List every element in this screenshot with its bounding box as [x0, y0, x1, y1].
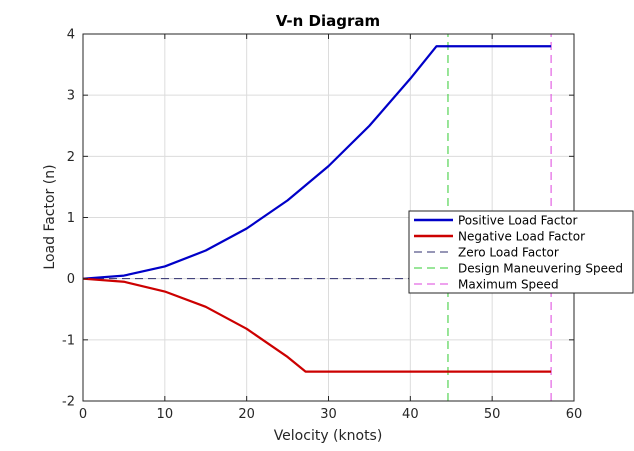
- x-tick-label: 60: [566, 407, 583, 422]
- x-tick-label: 0: [79, 407, 87, 422]
- legend-label: Design Maneuvering Speed: [458, 262, 623, 276]
- x-tick-label: 50: [484, 407, 501, 422]
- y-tick-label: 0: [67, 272, 75, 287]
- axis-ticks: 0 10 20 30 40 50 60 -2 -1 0 1 2 3 4: [62, 28, 582, 423]
- y-tick-label: -2: [62, 395, 75, 410]
- x-tick-label: 30: [320, 407, 337, 422]
- y-tick-label: 3: [67, 89, 75, 104]
- y-tick-label: 1: [67, 211, 75, 226]
- chart-title: V-n Diagram: [276, 12, 380, 30]
- y-axis-label: Load Factor (n): [42, 164, 58, 269]
- legend: Positive Load Factor Negative Load Factor…: [408, 210, 634, 294]
- y-tick-label: -1: [62, 333, 75, 348]
- y-tick-label: 2: [67, 150, 75, 165]
- legend-label: Positive Load Factor: [458, 214, 577, 228]
- series-line-negative-load-factor: [82, 277, 552, 373]
- series-line-positive-load-factor: [82, 45, 552, 280]
- legend-label: Negative Load Factor: [458, 230, 585, 244]
- x-tick-label: 40: [402, 407, 419, 422]
- legend-label: Zero Load Factor: [458, 246, 559, 260]
- x-tick-label: 10: [157, 407, 174, 422]
- x-tick-label: 20: [238, 407, 255, 422]
- x-axis-label: Velocity (knots): [274, 428, 383, 444]
- legend-label: Maximum Speed: [458, 278, 559, 292]
- y-tick-label: 4: [67, 28, 75, 43]
